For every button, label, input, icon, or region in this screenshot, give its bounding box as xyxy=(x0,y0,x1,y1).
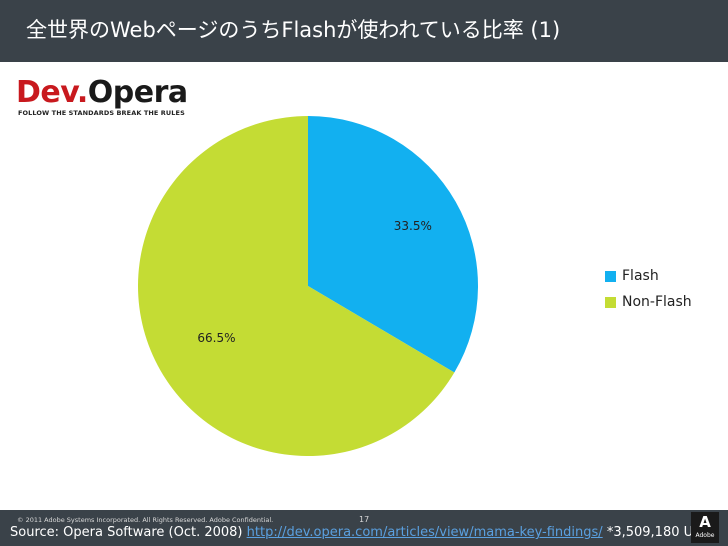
data-label-non-flash: 66.5% xyxy=(197,331,235,345)
chart-legend: Flash Non-Flash xyxy=(605,263,692,315)
copyright-notice: © 2011 Adobe Systems Incorporated. All R… xyxy=(17,516,274,524)
adobe-logo-word: Adobe xyxy=(695,532,715,539)
legend-label: Non-Flash xyxy=(622,294,692,310)
source-suffix: *3,509,180 URLs xyxy=(602,525,717,540)
logo-opera: Opera xyxy=(87,75,188,110)
dev-opera-logo: Dev.Opera FOLLOW THE STANDARDS BREAK THE… xyxy=(16,76,188,122)
page-title: 全世界のWebページのうちFlashが使われている比率 (1) xyxy=(26,18,561,42)
logo-dev: Dev xyxy=(16,75,77,110)
source-prefix: Source: Opera Software (Oct. 2008) xyxy=(10,525,247,540)
logo-dot: . xyxy=(76,75,88,110)
adobe-logo: A Adobe xyxy=(691,512,719,543)
legend-swatch xyxy=(605,270,616,282)
adobe-logo-mark: A xyxy=(699,513,711,531)
page-number: 17 xyxy=(359,515,370,524)
footer-bar: © 2011 Adobe Systems Incorporated. All R… xyxy=(0,510,728,546)
source-citation: Source: Opera Software (Oct. 2008) http:… xyxy=(10,525,716,540)
logo-tagline: FOLLOW THE STANDARDS BREAK THE RULES xyxy=(18,109,185,117)
pie-slice-flash xyxy=(308,116,478,373)
legend-label: Flash xyxy=(622,268,659,284)
title-bar: 全世界のWebページのうちFlashが使われている比率 (1) xyxy=(0,0,728,62)
source-link[interactable]: http://dev.opera.com/articles/view/mama-… xyxy=(246,525,603,540)
pie-slice-non-flash xyxy=(137,116,455,457)
legend-item-non-flash: Non-Flash xyxy=(605,289,692,315)
data-label-flash: 33.5% xyxy=(394,219,432,233)
legend-swatch xyxy=(605,296,616,308)
logo-wordmark: Dev.Opera xyxy=(16,76,188,110)
legend-item-flash: Flash xyxy=(605,263,692,289)
